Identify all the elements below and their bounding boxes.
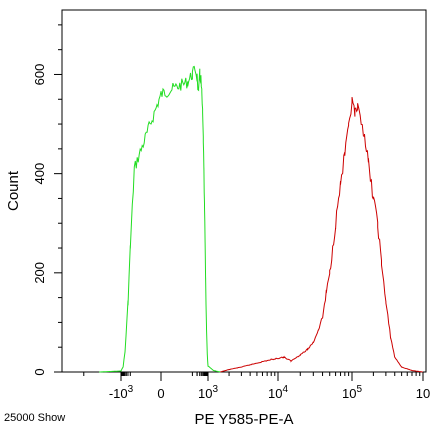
y-tick-label-3: 400 — [32, 163, 47, 185]
x-tick-label-3: 103 — [198, 384, 218, 401]
x-tick-label-4: 104 — [268, 384, 288, 401]
series-layer — [99, 65, 424, 373]
y-tick-label-4: 600 — [32, 64, 47, 86]
histogram-series-1 — [99, 65, 221, 373]
plot-frame — [61, 9, 427, 373]
x-axis-title: PE Y585-PE-A — [195, 411, 294, 428]
y-axis-title: Count — [5, 170, 22, 211]
y-tick-label-1: 0 — [32, 368, 47, 375]
x-tick-label-5: 105 — [342, 384, 362, 401]
y-axis: 0 200 400 600 — [32, 24, 62, 376]
x-tick-label-1: -103 — [109, 384, 134, 401]
x-tick-label-2: 0 — [157, 386, 164, 401]
x-tick-label-6: 10 — [416, 386, 430, 401]
y-tick-label-2: 200 — [32, 262, 47, 284]
x-axis: -103 0 103 104 105 10 — [83, 372, 430, 401]
event-count-note: 25000 Show — [4, 412, 65, 424]
histogram-series-2 — [220, 97, 424, 373]
